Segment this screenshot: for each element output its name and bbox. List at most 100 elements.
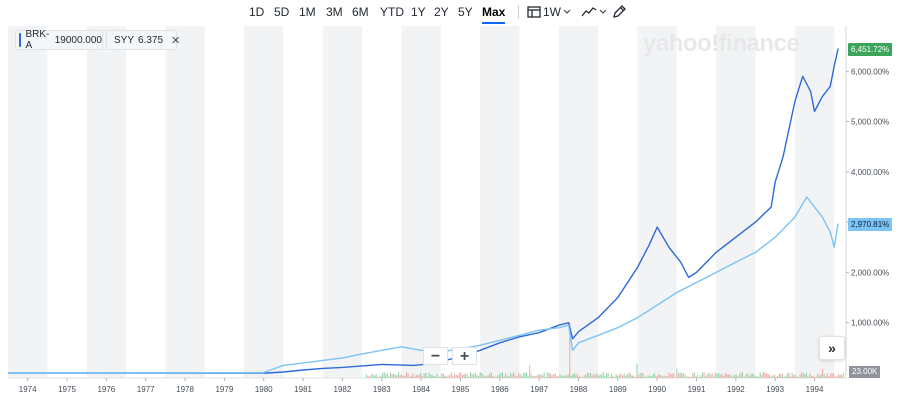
volume-bar [498, 374, 500, 378]
legend-value: 19000.000 [54, 34, 102, 46]
volume-bar [777, 375, 779, 378]
volume-bar [625, 375, 627, 378]
volume-bar [718, 373, 720, 378]
volume-bar [772, 375, 774, 378]
close-icon[interactable]: ✕ [171, 34, 181, 47]
volume-bar [369, 376, 371, 378]
volume-bar [500, 372, 502, 378]
volume-bar [746, 373, 748, 378]
zoom-out-button[interactable]: − [423, 347, 448, 365]
volume-bar [649, 375, 651, 378]
volume-bar [652, 374, 654, 378]
volume-bar [828, 376, 830, 378]
volume-bar [588, 373, 590, 378]
year-band [8, 26, 48, 378]
volume-bar [788, 372, 790, 378]
year-band [165, 26, 205, 378]
volume-bar [618, 374, 620, 378]
volume-bar [489, 373, 491, 378]
volume-bar [428, 372, 430, 378]
x-tick-label: 1983 [373, 385, 391, 394]
volume-bar [663, 375, 665, 378]
volume-bar [655, 376, 657, 378]
x-tick-label: 1994 [806, 385, 824, 394]
range-button-ytd[interactable]: YTD [380, 5, 404, 19]
volume-bar [740, 372, 742, 378]
volume-bar [532, 376, 534, 378]
volume-bar [782, 373, 784, 378]
volume-bar [726, 373, 728, 378]
scroll-right-button[interactable]: » [819, 336, 845, 360]
volume-bar [602, 372, 604, 378]
volume-bar [724, 373, 726, 378]
volume-bar [694, 373, 696, 378]
draw-tool-button[interactable] [612, 4, 626, 20]
volume-bar [783, 376, 785, 378]
range-button-2y[interactable]: 2Y [434, 5, 449, 19]
volume-bar [623, 373, 625, 378]
volume-bar [633, 375, 635, 378]
volume-bar [580, 376, 582, 378]
volume-bar [438, 376, 440, 378]
range-button-6m[interactable]: 6M [352, 5, 369, 19]
volume-bar [678, 373, 680, 378]
volume-bar [639, 372, 641, 378]
chart-type-dropdown[interactable] [581, 4, 607, 20]
volume-bar [806, 372, 808, 378]
volume-bar [468, 376, 470, 378]
pencil-icon [613, 5, 626, 18]
volume-bar [668, 372, 670, 378]
range-button-5d[interactable]: 5D [274, 5, 290, 19]
volume-bar [522, 373, 524, 378]
volume-bar [447, 375, 449, 378]
volume-bar [470, 372, 472, 378]
volume-bar [710, 374, 712, 378]
y-axis-ticks: 1,000.00%2,000.00%3,000.00%4,000.00%5,00… [851, 67, 889, 327]
volume-bar [462, 374, 464, 378]
range-button-max[interactable]: Max [482, 5, 506, 24]
candlestick-icon [527, 6, 541, 18]
volume-bar [559, 374, 561, 378]
legend-chip-brk-a[interactable]: BRK-A 19000.000 [15, 29, 103, 51]
chevron-down-icon [599, 9, 607, 14]
range-button-1y[interactable]: 1Y [411, 5, 426, 19]
volume-bar [703, 372, 705, 378]
volume-bar [748, 375, 750, 378]
volume-bar [647, 375, 649, 378]
volume-bar [767, 373, 769, 378]
range-button-1m[interactable]: 1M [299, 5, 316, 19]
range-button-3m[interactable]: 3M [326, 5, 343, 19]
volume-bar [706, 374, 708, 378]
volume-bar [641, 372, 643, 378]
range-button-1d[interactable]: 1D [249, 5, 265, 19]
volume-bar [433, 375, 435, 378]
volume-bar [671, 373, 673, 378]
volume-bar [657, 375, 659, 378]
range-button-5y[interactable]: 5Y [458, 5, 473, 19]
volume-bar [774, 374, 776, 378]
volume-bar [383, 372, 385, 378]
volume-bar [796, 376, 798, 378]
volume-bar [778, 373, 780, 378]
volume-bar [391, 373, 393, 378]
volume-bars [366, 322, 844, 378]
volume-bar [794, 374, 796, 378]
zoom-in-button[interactable]: + [452, 347, 477, 365]
volume-bar [650, 376, 652, 378]
volume-bar [804, 374, 806, 378]
volume-bar [732, 376, 734, 378]
volume-bar [614, 376, 616, 378]
volume-bar [450, 372, 452, 378]
volume-bar [402, 375, 404, 378]
volume-bar [519, 373, 521, 378]
volume-bar [630, 373, 632, 378]
x-tick-label: 1986 [491, 385, 509, 394]
x-tick-label: 1990 [648, 385, 666, 394]
legend-chip-syy[interactable]: SYY 6.375 ✕ [106, 30, 181, 50]
year-band [716, 26, 756, 378]
interval-dropdown[interactable]: 1W [527, 4, 571, 20]
volume-bar [686, 376, 688, 378]
volume-bar [582, 376, 584, 378]
volume-bar [756, 375, 758, 378]
